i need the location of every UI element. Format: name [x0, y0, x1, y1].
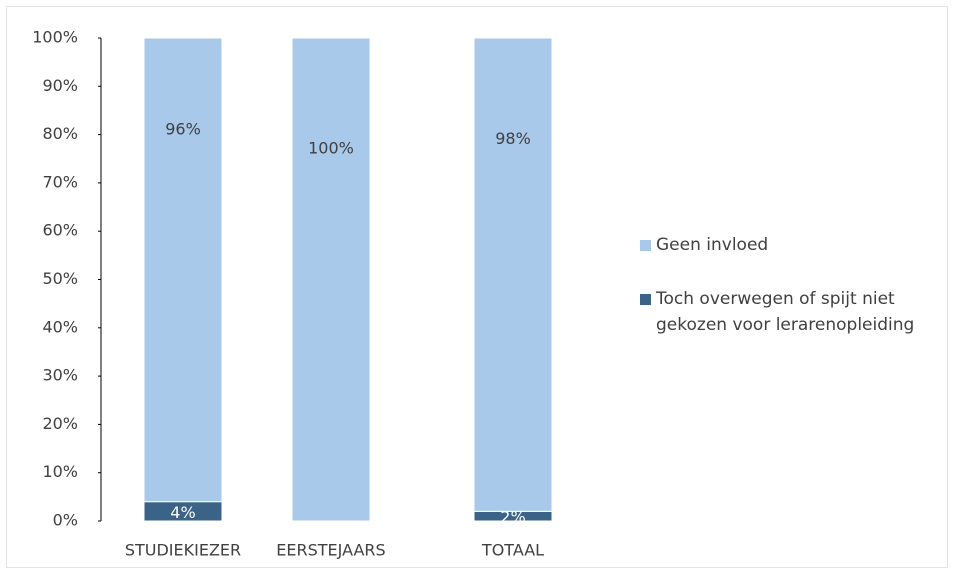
data-label: 2% [500, 508, 525, 527]
legend-label: Toch overwegen of spijt niet gekozen voo… [656, 289, 915, 335]
data-label: 100% [308, 139, 354, 158]
y-tick-label: 60% [42, 221, 78, 240]
legend-swatch [640, 294, 651, 305]
chart-frame [6, 6, 948, 568]
legend-label: Geen invloed [656, 235, 769, 255]
y-tick-label: 40% [42, 317, 78, 336]
legend-item: Geen invloed [640, 232, 940, 258]
y-tick-label: 20% [42, 414, 78, 433]
legend-swatch [640, 240, 651, 251]
x-tick-label: EERSTEJAARS [276, 541, 385, 560]
y-tick-label: 50% [42, 269, 78, 288]
legend-item: Toch overwegen of spijt niet gekozen voo… [640, 286, 940, 338]
legend: Geen invloed Toch overwegen of spijt niet… [640, 232, 940, 366]
x-tick-label: STUDIEKIEZER [125, 541, 241, 560]
data-label: 98% [495, 129, 531, 148]
y-tick-label: 80% [42, 124, 78, 143]
bar-segment [291, 37, 371, 522]
y-tick-label: 10% [42, 462, 78, 481]
y-tick-label: 90% [42, 76, 78, 95]
y-tick-label: 30% [42, 366, 78, 385]
data-label: 4% [170, 503, 195, 522]
bar-segment [473, 37, 553, 512]
y-tick-label: 0% [53, 511, 78, 530]
y-tick-label: 100% [32, 28, 78, 47]
x-tick-label: TOTAAL [481, 541, 544, 560]
data-label: 96% [165, 119, 201, 138]
bar-segment [143, 37, 223, 503]
y-tick-label: 70% [42, 172, 78, 191]
